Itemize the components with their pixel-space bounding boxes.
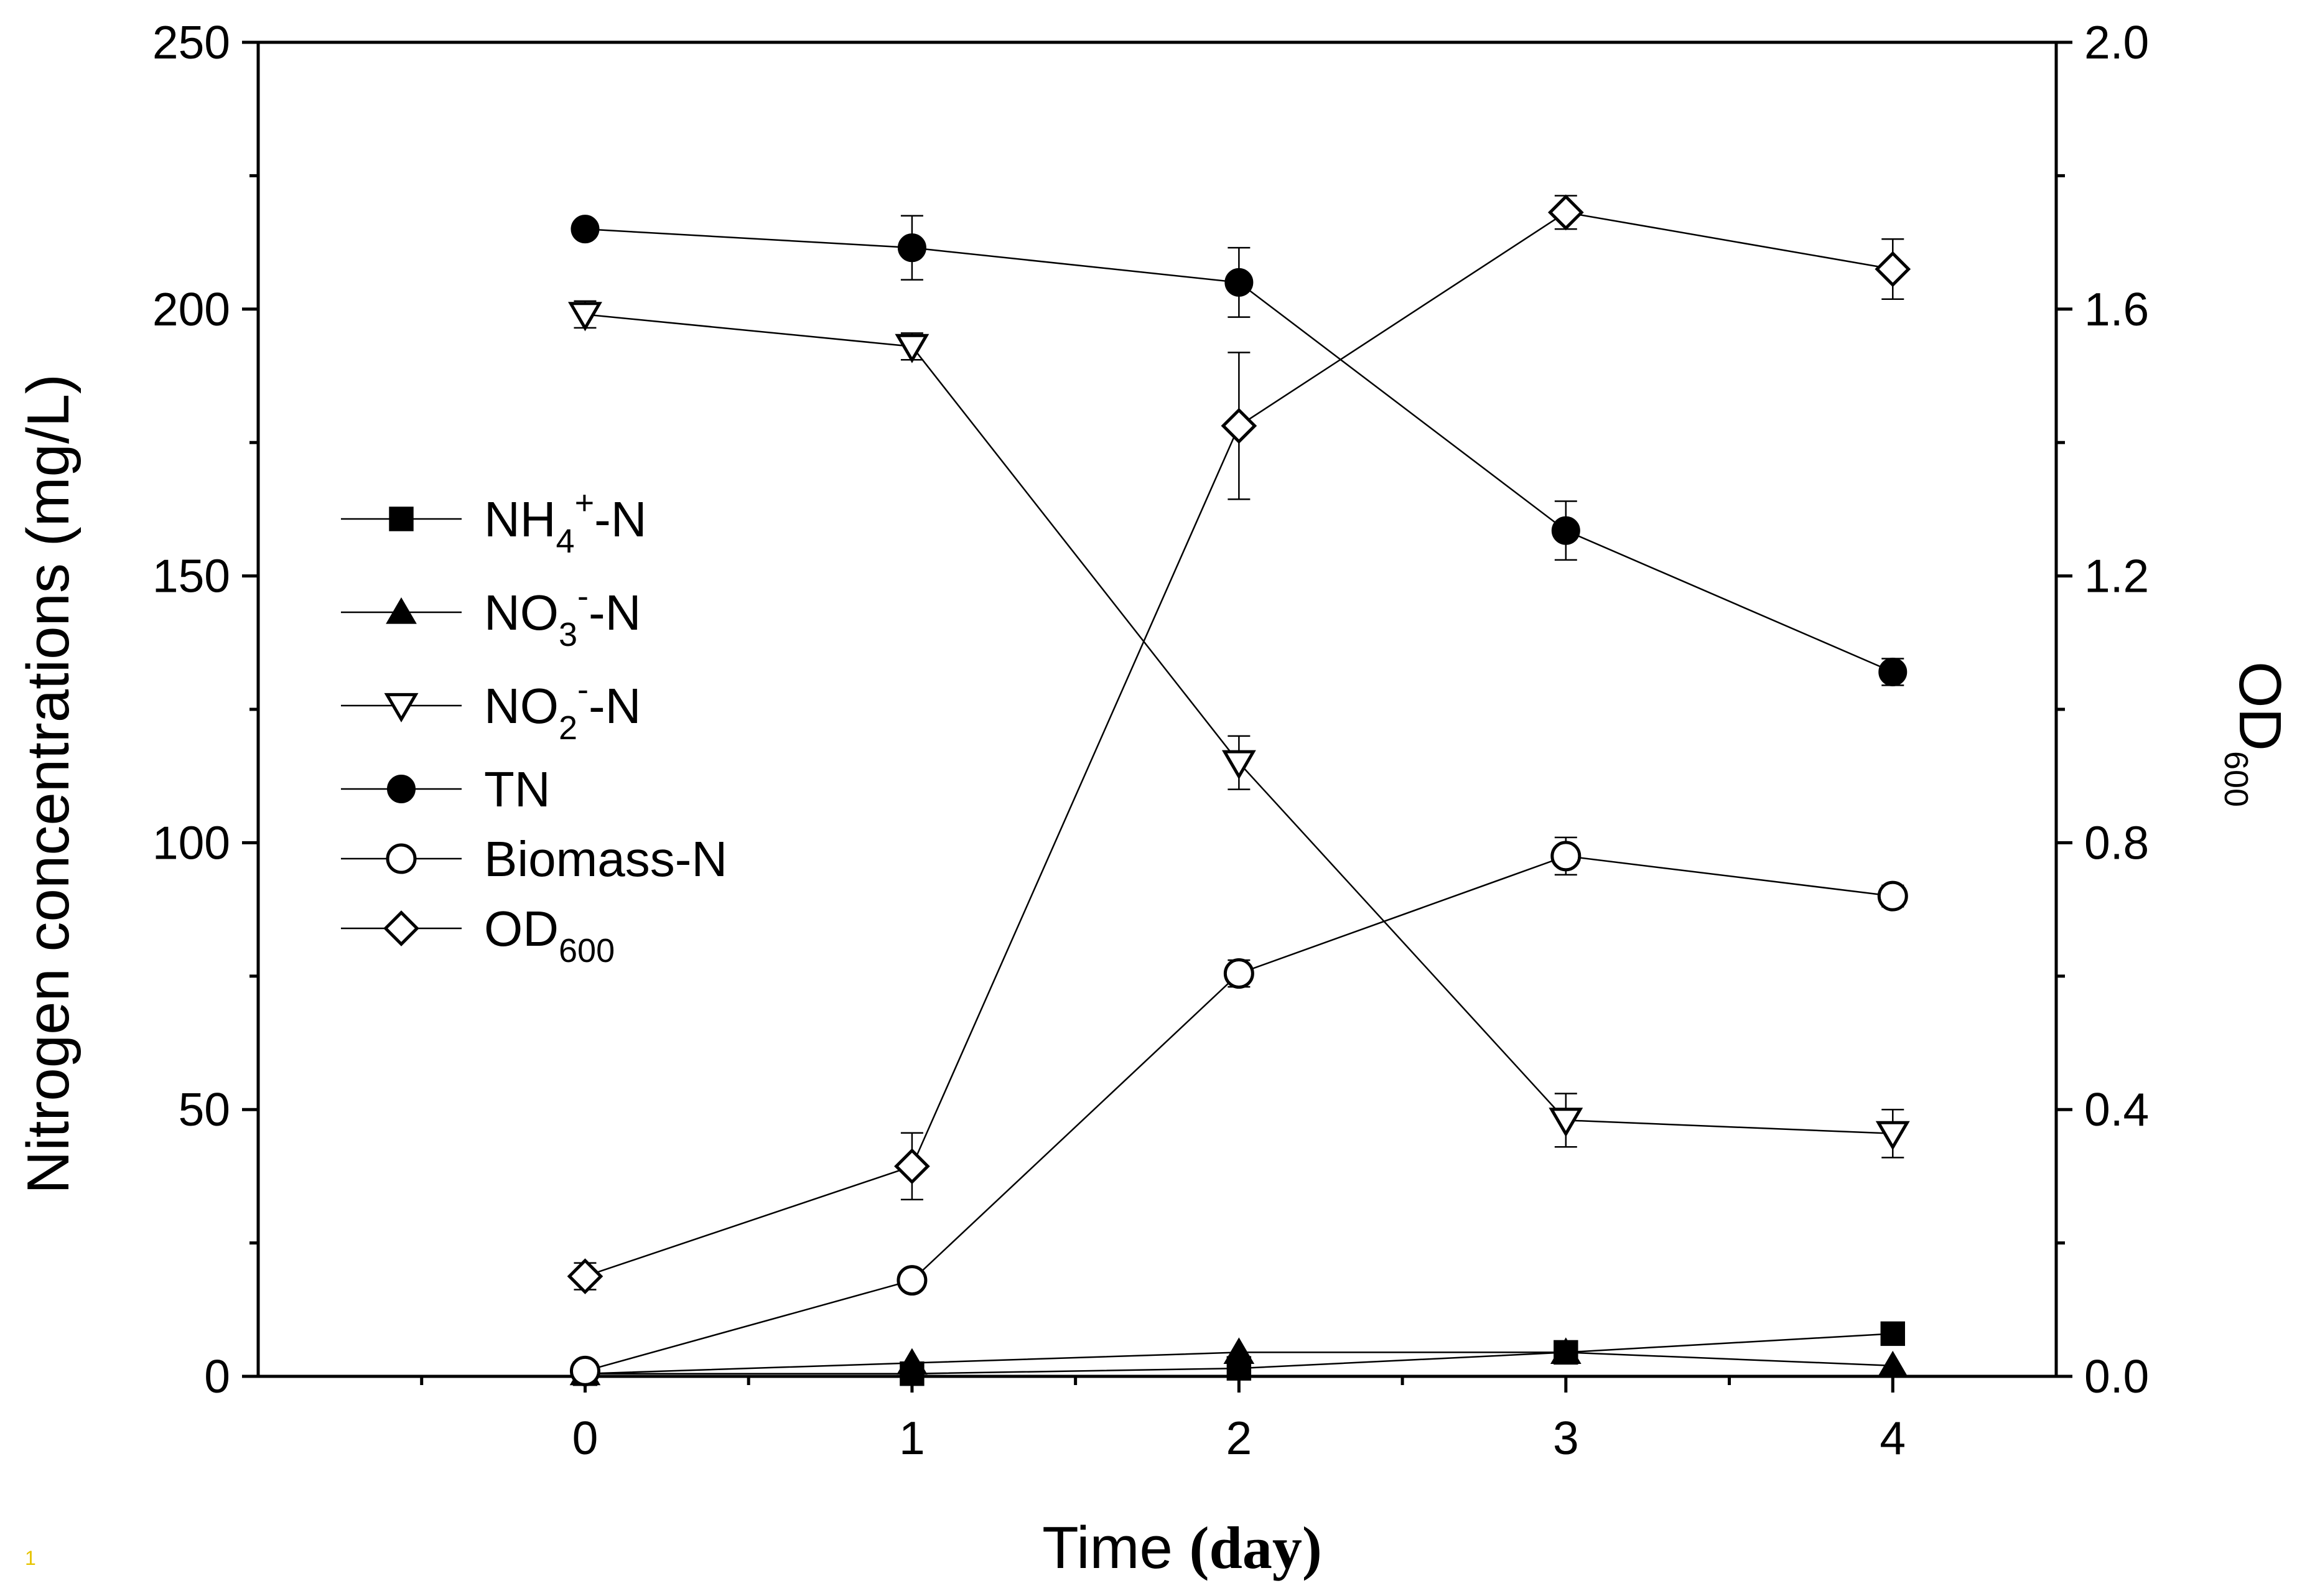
legend-label-sub: 2	[559, 709, 577, 747]
x-axis-title-main: Time	[1042, 1514, 1173, 1581]
y-tick-label: 200	[152, 283, 230, 335]
legend-label-main: Biomass-N	[484, 831, 727, 887]
legend-label: NO2--N	[484, 671, 641, 747]
data-point	[568, 302, 602, 332]
legend-entry: NH4+-N	[341, 484, 647, 560]
y2-axis-title: OD600	[2217, 661, 2293, 807]
data-point	[1875, 1121, 1910, 1150]
x-axis-title: Time (day)	[1042, 1514, 1322, 1581]
data-point	[569, 1355, 600, 1386]
legend-marker	[389, 506, 414, 531]
legend-label-sup: -	[577, 671, 589, 708]
x-tick-label: 0	[572, 1412, 599, 1464]
data-point	[895, 334, 930, 363]
data-point	[897, 233, 926, 263]
y2-tick-label: 0.4	[2084, 1083, 2149, 1136]
data-point	[897, 1265, 928, 1296]
legend-entry: TN	[341, 762, 551, 817]
y-tick-label: 100	[152, 816, 230, 869]
data-point	[1224, 268, 1254, 297]
legend-label: NH4+-N	[484, 484, 647, 560]
data-point	[1547, 194, 1584, 231]
legend-marker	[384, 693, 419, 722]
data-point	[1549, 1108, 1583, 1137]
x-tick-label: 2	[1226, 1412, 1252, 1464]
legend-label: Biomass-N	[484, 831, 727, 887]
legend-label-tail: -N	[589, 585, 641, 640]
y-tick-label: 150	[152, 550, 230, 602]
legend-label-sup: +	[575, 484, 595, 521]
y-tick-label: 0	[204, 1350, 230, 1402]
legend-label-main: NO	[484, 585, 559, 640]
y-tick-label: 50	[179, 1083, 230, 1136]
data-point	[1880, 1321, 1905, 1346]
data-point	[897, 1348, 928, 1375]
data-point	[1550, 841, 1582, 872]
y2-axis-title-main: OD	[2227, 661, 2293, 751]
legend-entry: OD600	[341, 901, 615, 969]
legend-entry: NO3--N	[341, 577, 641, 653]
legend-label-main: TN	[484, 762, 551, 817]
axes-group: 0 50 100 150 200 250 0.0 0.4 0.8 1.2 1.6 2.0 0 1 2 3 4	[152, 16, 2149, 1464]
data-point	[1877, 1350, 1909, 1378]
series-layer	[567, 194, 1911, 1386]
data-point	[571, 215, 600, 244]
series-line	[585, 855, 1893, 1372]
data-point	[1223, 958, 1254, 989]
legend-label-tail: -N	[594, 492, 646, 547]
legend-marker	[383, 910, 419, 946]
y-axis-title: Nitrogen concentrations (mg/L)	[15, 374, 82, 1194]
y2-tick-label: 0.8	[2084, 816, 2149, 869]
y2-tick-label: 0.0	[2084, 1350, 2149, 1402]
legend-label-sub: 600	[559, 932, 615, 969]
legend-label-sup: -	[577, 577, 589, 615]
legend-marker	[387, 775, 416, 803]
y2-tick-label: 1.2	[2084, 550, 2149, 602]
data-point	[1221, 408, 1257, 444]
data-point	[1875, 251, 1911, 287]
legend-label-sub: 4	[556, 523, 575, 560]
legend-label-main: NH	[484, 492, 556, 547]
legend-marker	[386, 843, 417, 874]
x-tick-label: 1	[899, 1412, 925, 1464]
data-point	[1877, 880, 1908, 912]
legend-marker	[386, 597, 417, 624]
x-tick-label: 3	[1553, 1412, 1579, 1464]
corner-mark: 1	[25, 1547, 36, 1569]
y2-tick-label: 1.6	[2084, 283, 2149, 335]
legend-label-sub: 3	[559, 616, 577, 653]
data-point	[1878, 657, 1908, 686]
legend-label-main: OD	[484, 901, 559, 956]
x-tick-label: 4	[1880, 1412, 1906, 1464]
y-tick-label: 250	[152, 16, 230, 68]
data-point	[1223, 1337, 1255, 1365]
data-point	[894, 1148, 930, 1185]
y2-tick-label: 2.0	[2084, 16, 2149, 68]
data-point	[1551, 516, 1580, 545]
legend-label-main: NO	[484, 678, 559, 734]
legend-label: TN	[484, 762, 551, 817]
data-point	[567, 1258, 603, 1295]
legend-label: OD600	[484, 901, 615, 969]
legend-label: NO3--N	[484, 577, 641, 653]
y2-axis-title-sub: 600	[2217, 751, 2255, 807]
legend-entry: Biomass-N	[341, 831, 727, 887]
legend-entry: NO2--N	[341, 671, 641, 747]
data-point	[1221, 750, 1256, 780]
data-point	[1550, 1337, 1582, 1365]
legend-label-tail: -N	[589, 678, 641, 734]
x-axis-title-unit: (day)	[1190, 1514, 1322, 1581]
